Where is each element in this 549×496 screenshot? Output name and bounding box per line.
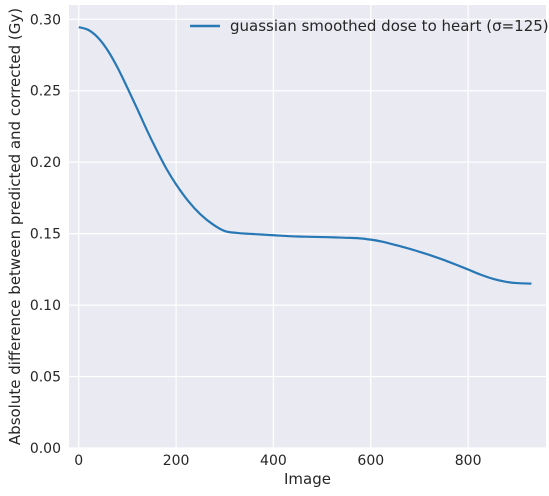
y-tick-label: 0.20	[30, 155, 61, 171]
x-axis-label: Image	[284, 470, 331, 488]
y-axis-label: Absolute difference between predicted an…	[6, 8, 24, 445]
x-tick-label: 600	[357, 453, 384, 469]
plot-background	[69, 5, 546, 448]
y-tick-label: 0.00	[30, 441, 61, 457]
x-tick-label: 800	[455, 453, 482, 469]
tick-labels: 0 200 400 600 800 0.00 0.05 0.10 0.15 0.20 0.25 0.3…	[30, 12, 482, 469]
y-tick-label: 0.15	[30, 227, 61, 243]
x-tick-label: 400	[260, 453, 287, 469]
y-tick-label: 0.10	[30, 298, 61, 314]
series-line	[78, 26, 532, 285]
y-tick-label: 0.25	[30, 84, 61, 100]
y-tick-label: 0.30	[30, 12, 61, 28]
x-tick-label: 0	[74, 453, 83, 469]
grid	[69, 5, 546, 449]
legend: guassian smoothed dose to heart (σ=125)	[190, 17, 549, 35]
y-tick-label: 0.05	[30, 370, 61, 386]
x-tick-label: 200	[163, 453, 190, 469]
series-layer	[78, 26, 532, 285]
legend-label: guassian smoothed dose to heart (σ=125)	[230, 17, 549, 35]
